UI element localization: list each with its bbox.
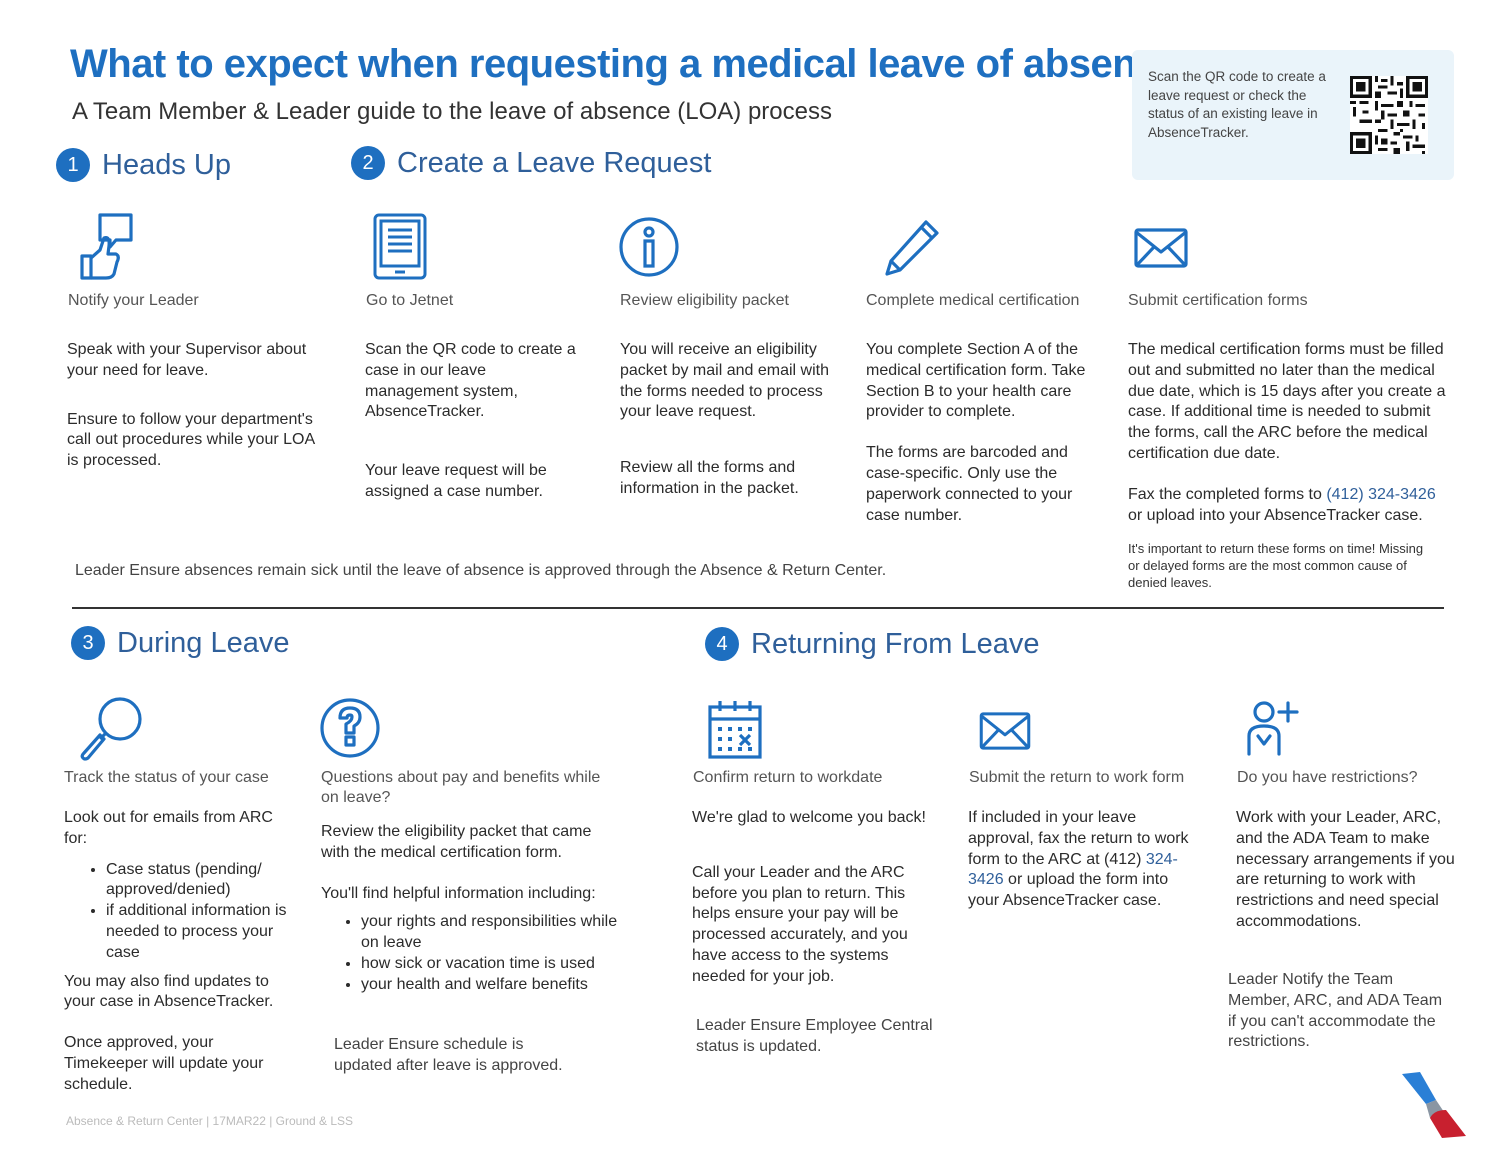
list-item: your rights and responsibilities while o… — [361, 912, 621, 954]
chat-thumbs-up-icon — [80, 213, 133, 280]
section-divider — [72, 607, 1444, 609]
status-bullet-list: Case status (pending/ approved/denied) i… — [106, 860, 289, 964]
question-icon — [320, 698, 380, 758]
step-paragraph: The forms are barcoded and case-specific… — [866, 444, 1073, 524]
step-title: Submit certification forms — [1128, 292, 1308, 309]
step-paragraph: We're glad to welcome you back! — [692, 809, 926, 826]
info-icon — [619, 217, 679, 277]
section-heads-up: 1 Heads Up — [56, 148, 231, 182]
step-body: If included in your leave approval, fax … — [968, 808, 1198, 932]
list-item: how sick or vacation time is used — [361, 954, 621, 975]
step-paragraph: Your leave request will be assigned a ca… — [365, 462, 547, 500]
page-title: What to expect when requesting a medical… — [70, 42, 1180, 86]
step-title: Complete medical certification — [866, 292, 1080, 309]
leader-note: Leader Notify the Team Member, ARC, and … — [1228, 971, 1443, 1051]
step-body: You complete Section A of the medical ce… — [866, 340, 1096, 546]
step-paragraph: Scan the QR code to create a case in our… — [365, 341, 576, 421]
step-body: Speak with your Supervisor about your ne… — [67, 340, 317, 492]
step-body: Review the eligibility packet that came … — [321, 822, 621, 1014]
step-paragraph: Work with your Leader, ARC, and the ADA … — [1236, 809, 1455, 930]
section-title: Create a Leave Request — [397, 146, 712, 179]
step-title: Submit the return to work form — [969, 769, 1185, 786]
qr-code-icon[interactable] — [1350, 76, 1428, 154]
step-title: Track the status of your case — [64, 769, 269, 786]
leader-note: Leader Ensure absences remain sick until… — [75, 562, 887, 579]
step-title: Confirm return to workdate — [693, 769, 883, 786]
calendar-icon — [708, 701, 762, 759]
step-title: Go to Jetnet — [366, 292, 454, 309]
step-body: Work with your Leader, ARC, and the ADA … — [1236, 808, 1461, 953]
step-number-badge: 2 — [351, 146, 385, 180]
list-item: if additional information is needed to p… — [106, 901, 289, 963]
benefits-bullet-list: your rights and responsibilities while o… — [361, 912, 621, 995]
list-item: your health and welfare benefits — [361, 975, 621, 996]
tablet-icon — [373, 213, 427, 280]
airline-logo-icon — [1402, 1072, 1466, 1138]
step-paragraph: You'll find helpful information includin… — [321, 884, 596, 902]
step-paragraph: The medical certification forms must be … — [1128, 341, 1446, 462]
step-paragraph: Call your Leader and the ARC before you … — [692, 863, 908, 985]
section-title: Returning From Leave — [751, 627, 1040, 660]
step-paragraph: You may also find updates to your case i… — [64, 972, 274, 1011]
step-paragraph: You will receive an eligibility packet b… — [620, 341, 829, 421]
step-number-badge: 1 — [56, 148, 90, 182]
envelope-icon — [979, 712, 1031, 750]
step-title: Questions about pay and benefits while o… — [321, 769, 601, 806]
magnifier-icon — [80, 697, 142, 761]
pencil-icon — [885, 220, 939, 276]
step-number-badge: 4 — [705, 627, 739, 661]
step-number-badge: 3 — [71, 626, 105, 660]
step-paragraph: Speak with your Supervisor about your ne… — [67, 341, 307, 379]
fax-number[interactable]: (412) 324-3426 — [1326, 485, 1436, 503]
section-create-leave-request: 2 Create a Leave Request — [351, 146, 711, 180]
step-title: Notify your Leader — [68, 292, 199, 309]
person-add-icon — [1247, 701, 1299, 756]
important-note: It's important to return these forms on … — [1128, 541, 1424, 590]
step-body: Look out for emails from ARC for: Case s… — [64, 808, 289, 1116]
leader-note: Leader Ensure Employee Central status is… — [696, 1017, 933, 1055]
qr-panel: Scan the QR code to create a leave reque… — [1132, 50, 1454, 180]
list-item: Case status (pending/ approved/denied) — [106, 860, 289, 902]
step-body: You will receive an eligibility packet b… — [620, 340, 835, 520]
step-paragraph: Review the eligibility packet that came … — [321, 823, 592, 861]
section-during-leave: 3 During Leave — [71, 626, 290, 660]
step-paragraph: You complete Section A of the medical ce… — [866, 341, 1086, 421]
fax-number[interactable]: 324-3426 — [968, 850, 1178, 889]
step-paragraph: Once approved, your Timekeeper will upda… — [64, 1034, 264, 1093]
step-body: The medical certification forms must be … — [1128, 340, 1453, 546]
section-title: Heads Up — [102, 148, 231, 181]
step-paragraph: Review all the forms and information in … — [620, 459, 799, 497]
step-body: We're glad to welcome you back! Call you… — [692, 808, 932, 1008]
step-title: Review eligibility packet — [620, 292, 789, 309]
step-paragraph: Ensure to follow your department's call … — [67, 410, 315, 470]
leader-note: Leader Ensure schedule is updated after … — [334, 1036, 563, 1074]
return-form-paragraph: If included in your leave approval, fax … — [968, 809, 1189, 910]
fax-paragraph: Fax the completed forms to (412) 324-342… — [1128, 485, 1436, 524]
step-title: Do you have restrictions? — [1237, 769, 1418, 786]
step-body: Scan the QR code to create a case in our… — [365, 340, 580, 523]
section-returning-from-leave: 4 Returning From Leave — [705, 627, 1040, 661]
envelope-icon — [1134, 228, 1188, 268]
footer-text: Absence & Return Center | 17MAR22 | Grou… — [66, 1114, 354, 1128]
qr-instructions: Scan the QR code to create a leave reque… — [1148, 69, 1326, 140]
section-title: During Leave — [117, 626, 290, 659]
step-paragraph: Look out for emails from ARC for: — [64, 809, 273, 847]
page-subtitle: A Team Member & Leader guide to the leav… — [72, 98, 832, 125]
